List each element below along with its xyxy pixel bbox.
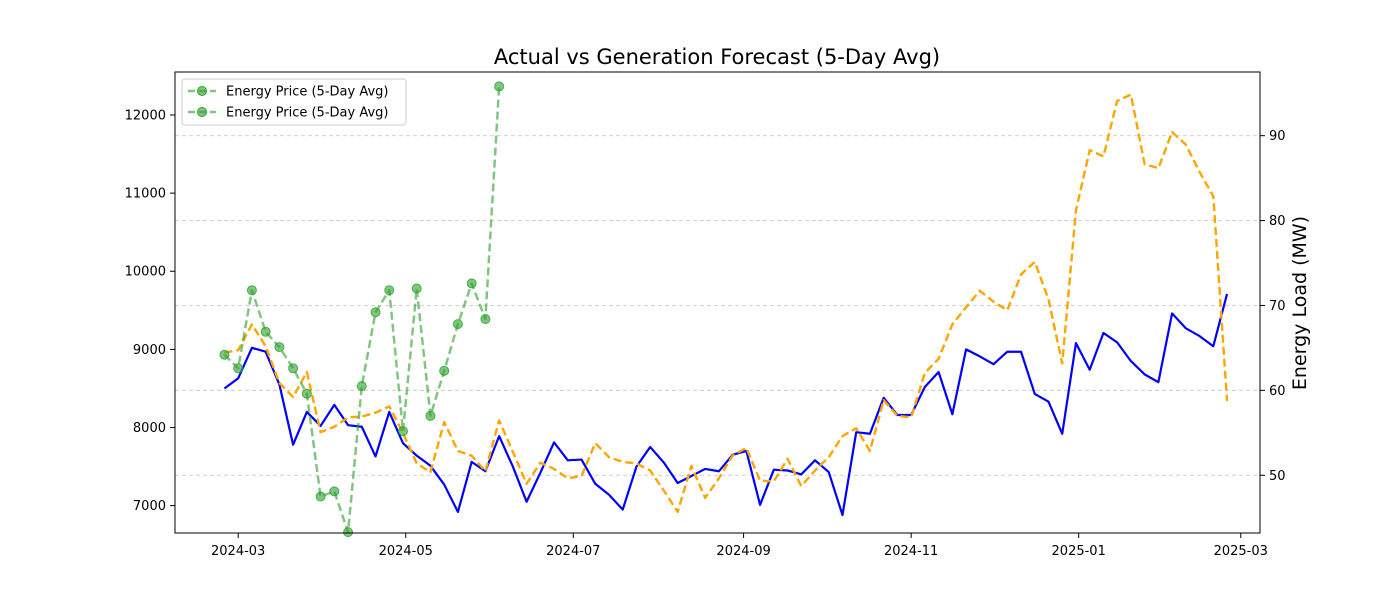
price-marker bbox=[219, 349, 230, 360]
chart-title: Actual vs Generation Forecast (5-Day Avg… bbox=[494, 45, 940, 69]
price-marker bbox=[315, 491, 326, 502]
y-left-tick-label: 9000 bbox=[133, 343, 166, 358]
price-marker bbox=[452, 319, 463, 330]
price-marker bbox=[233, 363, 244, 374]
y-left-tick-label: 10000 bbox=[125, 265, 166, 280]
legend: Energy Price (5-Day Avg) Energy Price (5… bbox=[181, 78, 407, 126]
x-tick-label: 2024-11 bbox=[884, 544, 938, 559]
legend-marker-2 bbox=[197, 107, 207, 117]
price-marker bbox=[329, 486, 340, 497]
price-marker bbox=[370, 307, 381, 318]
right-gridlines bbox=[175, 135, 1260, 476]
y-left-tick-label: 12000 bbox=[125, 108, 166, 123]
price-marker bbox=[288, 363, 299, 374]
plot-lines bbox=[223, 86, 1229, 534]
price-marker bbox=[425, 410, 436, 421]
price-marker bbox=[397, 426, 408, 437]
price-series-line bbox=[223, 86, 501, 534]
x-tick-label: 2024-03 bbox=[211, 544, 265, 559]
price-marker bbox=[356, 381, 367, 392]
left-y-axis: 7000 8000 9000 10000 11000 12000 bbox=[125, 108, 175, 514]
y-left-tick-label: 11000 bbox=[125, 187, 166, 202]
price-marker bbox=[343, 527, 354, 538]
y-right-tick-label: 80 bbox=[1269, 214, 1286, 229]
y-right-tick-label: 90 bbox=[1269, 129, 1286, 144]
x-axis: 2024-03 2024-05 2024-07 2024-09 2024-11 2025-… bbox=[211, 533, 1268, 559]
y-left-tick-label: 8000 bbox=[133, 421, 166, 436]
y-right-tick-label: 70 bbox=[1269, 299, 1286, 314]
x-tick-label: 2024-05 bbox=[379, 544, 433, 559]
price-marker bbox=[466, 278, 477, 289]
price-marker bbox=[494, 81, 505, 92]
right-y-axis: 50 60 70 80 90 bbox=[1260, 129, 1286, 484]
legend-label-2: Energy Price (5-Day Avg) bbox=[226, 106, 388, 121]
legend-marker-1 bbox=[197, 86, 207, 96]
price-marker bbox=[411, 283, 422, 294]
price-marker bbox=[260, 326, 271, 337]
price-marker bbox=[301, 388, 312, 399]
y-right-tick-label: 50 bbox=[1269, 469, 1286, 484]
forecast-series-line bbox=[224, 93, 1229, 514]
price-marker bbox=[439, 365, 450, 376]
right-axis-label: Energy Load (MW) bbox=[1289, 216, 1311, 390]
x-tick-label: 2025-03 bbox=[1214, 544, 1268, 559]
price-markers bbox=[219, 81, 505, 538]
price-marker bbox=[480, 314, 491, 325]
x-tick-label: 2024-07 bbox=[546, 544, 600, 559]
x-tick-label: 2024-09 bbox=[716, 544, 770, 559]
y-left-tick-label: 7000 bbox=[133, 499, 166, 514]
legend-label-1: Energy Price (5-Day Avg) bbox=[226, 85, 388, 100]
plot-frame bbox=[174, 71, 1261, 534]
legend-box bbox=[181, 78, 407, 126]
price-marker bbox=[274, 342, 285, 353]
y-right-tick-label: 60 bbox=[1269, 384, 1286, 399]
actual-series-line bbox=[223, 293, 1229, 517]
x-tick-label: 2025-01 bbox=[1052, 544, 1106, 559]
price-marker bbox=[246, 285, 257, 296]
price-marker bbox=[384, 285, 395, 296]
